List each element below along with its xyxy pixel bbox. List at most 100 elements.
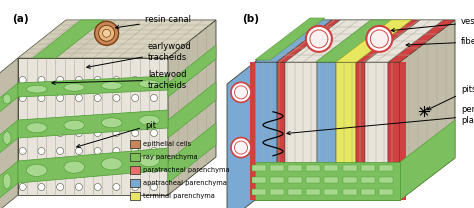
Ellipse shape [3, 132, 11, 144]
Polygon shape [0, 120, 18, 156]
Circle shape [150, 147, 157, 155]
Polygon shape [336, 20, 411, 62]
Circle shape [94, 183, 101, 191]
Text: epithelial cells: epithelial cells [143, 141, 191, 147]
Polygon shape [277, 62, 285, 200]
Text: paratracheal parenchyma: paratracheal parenchyma [143, 167, 229, 173]
Bar [379, 189, 393, 195]
Circle shape [38, 130, 45, 136]
Circle shape [19, 147, 26, 155]
Ellipse shape [3, 94, 11, 104]
Polygon shape [0, 161, 18, 201]
Polygon shape [365, 62, 388, 200]
Ellipse shape [3, 173, 11, 189]
Polygon shape [277, 20, 340, 62]
Circle shape [19, 130, 26, 136]
Bar [325, 189, 338, 195]
Circle shape [132, 77, 139, 83]
Circle shape [231, 82, 251, 102]
Circle shape [19, 166, 26, 172]
Circle shape [113, 130, 120, 136]
Bar [252, 189, 266, 195]
Circle shape [150, 94, 157, 102]
Ellipse shape [27, 85, 47, 93]
Bar [379, 165, 393, 171]
Ellipse shape [27, 164, 47, 176]
Polygon shape [255, 162, 400, 200]
Circle shape [38, 166, 45, 172]
Polygon shape [33, 20, 104, 58]
Ellipse shape [101, 158, 122, 170]
Polygon shape [168, 20, 216, 195]
Bar [361, 189, 375, 195]
Circle shape [113, 147, 120, 155]
Circle shape [57, 130, 64, 136]
Bar [288, 177, 302, 183]
Ellipse shape [64, 84, 84, 91]
Circle shape [75, 77, 82, 83]
Polygon shape [336, 62, 356, 200]
Circle shape [150, 166, 157, 172]
Polygon shape [356, 62, 365, 200]
Circle shape [113, 166, 120, 172]
Circle shape [231, 137, 251, 158]
Circle shape [19, 77, 26, 83]
Bar [130, 153, 140, 161]
Ellipse shape [139, 155, 160, 167]
Polygon shape [0, 83, 18, 115]
Bar [130, 166, 140, 174]
Polygon shape [0, 58, 18, 208]
Circle shape [38, 183, 45, 191]
Circle shape [132, 94, 139, 102]
Polygon shape [400, 120, 455, 200]
Circle shape [113, 94, 120, 102]
Polygon shape [388, 62, 400, 200]
Circle shape [150, 77, 157, 83]
Polygon shape [18, 58, 168, 195]
Polygon shape [18, 148, 168, 183]
Bar [343, 177, 356, 183]
Circle shape [19, 183, 26, 191]
Text: latewood
tracheids: latewood tracheids [52, 70, 187, 90]
Ellipse shape [27, 123, 47, 133]
Bar [325, 177, 338, 183]
Polygon shape [18, 76, 168, 97]
Circle shape [150, 130, 157, 136]
Polygon shape [285, 62, 318, 200]
Circle shape [19, 94, 26, 102]
Circle shape [38, 94, 45, 102]
Polygon shape [255, 20, 455, 62]
Circle shape [102, 29, 110, 37]
Text: resin canal: resin canal [116, 16, 191, 29]
Bar [343, 189, 356, 195]
Polygon shape [365, 20, 443, 62]
Polygon shape [388, 20, 455, 62]
Polygon shape [168, 45, 216, 97]
Polygon shape [255, 62, 277, 200]
Circle shape [94, 166, 101, 172]
Polygon shape [316, 20, 391, 62]
Bar [130, 179, 140, 187]
Bar [361, 177, 375, 183]
Circle shape [94, 77, 101, 83]
Polygon shape [356, 20, 420, 62]
Bar [343, 165, 356, 171]
Bar [306, 177, 320, 183]
Text: pit: pit [77, 120, 156, 147]
Text: terminal parenchyma: terminal parenchyma [143, 193, 215, 199]
Polygon shape [255, 62, 400, 200]
Bar [270, 189, 284, 195]
Bar [306, 189, 320, 195]
Circle shape [370, 30, 388, 48]
Text: fibers: fibers [406, 37, 474, 47]
Polygon shape [400, 62, 406, 200]
Circle shape [235, 86, 247, 99]
Bar [270, 165, 284, 171]
Polygon shape [168, 82, 216, 138]
Circle shape [75, 166, 82, 172]
Circle shape [95, 21, 118, 45]
Polygon shape [18, 20, 126, 58]
Circle shape [57, 183, 64, 191]
Circle shape [310, 30, 328, 48]
Bar [325, 165, 338, 171]
